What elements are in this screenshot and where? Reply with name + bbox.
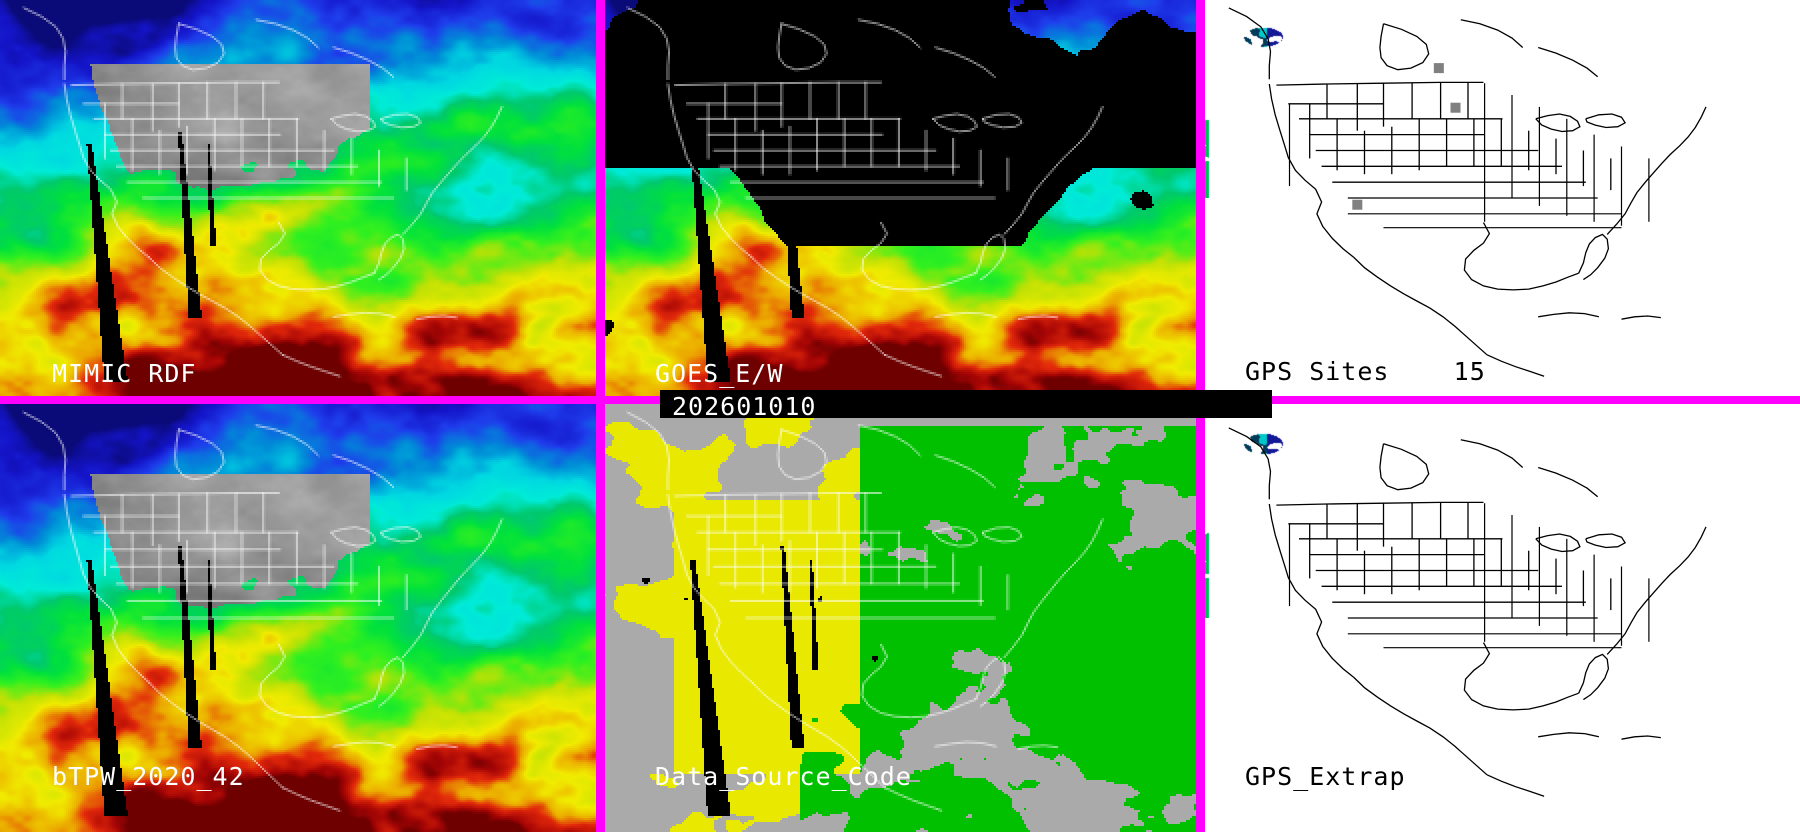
- panel-data-source-code[interactable]: [604, 404, 1196, 832]
- panel-mimic-rdf[interactable]: [0, 0, 596, 396]
- panel-gps-sites[interactable]: [1205, 0, 1800, 396]
- gps-extrap-map: [1228, 427, 1707, 797]
- gps-sites-map: [1228, 7, 1707, 377]
- panel-goes-ew[interactable]: [604, 0, 1196, 396]
- frame-horizontal-left: [0, 396, 680, 404]
- frame-left-vertical: [596, 0, 605, 832]
- timestamp-text: 202601010: [672, 392, 817, 421]
- panel-gps-extrap[interactable]: [1205, 404, 1800, 832]
- frame-horizontal-right: [1270, 396, 1800, 404]
- timestamp-bar: [660, 390, 1272, 418]
- panel-btpw[interactable]: [0, 404, 596, 832]
